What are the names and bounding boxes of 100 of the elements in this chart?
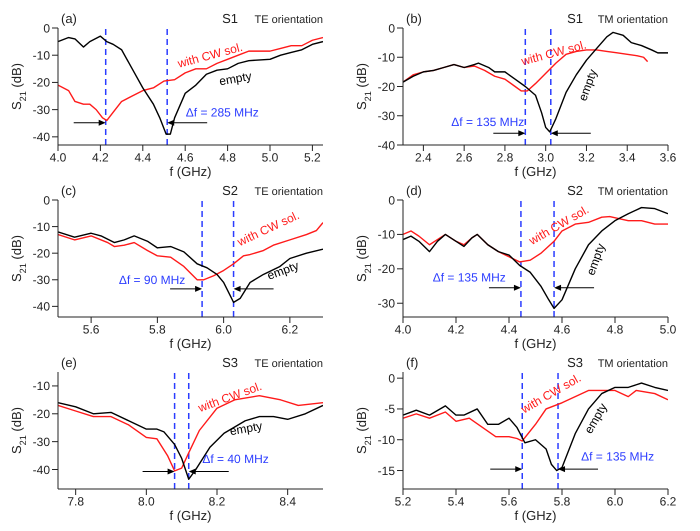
- x-tick-label: 2.8: [496, 150, 514, 165]
- y-tick-label: -15: [378, 464, 396, 478]
- y-tick-label: 0: [43, 193, 50, 208]
- x-tick-label: 7.8: [67, 494, 84, 509]
- x-tick-label: 4.8: [606, 322, 624, 337]
- text: TM orientation: [598, 14, 668, 26]
- x-tick-label: 8.4: [279, 494, 296, 509]
- x-axis-title: f (GHz): [514, 508, 556, 523]
- x-tick-label: 4.6: [554, 322, 571, 337]
- x-tick-label: 5.0: [660, 322, 677, 337]
- text: with CW sol.: [234, 208, 302, 250]
- x-tick-label: 8.2: [208, 494, 226, 509]
- y-tick-label: 0: [388, 371, 396, 386]
- text: (b): [406, 11, 422, 26]
- y-tick-label: -20: [32, 76, 50, 90]
- x-tick-label: 3.6: [660, 150, 677, 165]
- text: empty: [265, 258, 301, 283]
- y-tick-label: -10: [378, 432, 396, 447]
- x-tick-label: 3.0: [537, 150, 554, 165]
- x-tick-label: 4.0: [50, 150, 67, 165]
- x-tick-label: 4.6: [176, 150, 194, 165]
- x-tick-label: 2.6: [456, 150, 473, 165]
- x-tick-label: 4.8: [219, 150, 236, 165]
- y-tick-label: -10: [32, 48, 50, 62]
- x-tick-label: 2.4: [415, 150, 432, 165]
- annotation: Δf = 285 MHz: [186, 106, 259, 120]
- x-tick-label: 4.4: [134, 150, 152, 165]
- text: TE orientation: [254, 14, 323, 26]
- line-series: [403, 206, 668, 310]
- text: TE orientation: [254, 358, 323, 370]
- x-tick-label: 4.0: [394, 322, 412, 337]
- x-axis-title: f (GHz): [514, 336, 556, 351]
- text: (e): [61, 355, 77, 370]
- x-tick-label: 4.4: [500, 322, 518, 337]
- y-tick-label: -10: [378, 50, 396, 65]
- x-tick-label: 5.8: [149, 322, 166, 337]
- x-axis-title: f (GHz): [170, 336, 212, 351]
- text: TE orientation: [254, 186, 323, 198]
- y-tick-label: -10: [378, 228, 396, 242]
- annotation: Δf = 135 MHz: [581, 450, 654, 464]
- text: S3: [567, 355, 583, 370]
- text: S1: [222, 11, 238, 26]
- text: (a): [61, 11, 77, 26]
- x-axis-title: f (GHz): [170, 164, 212, 179]
- y-tick-label: 0: [43, 21, 50, 36]
- y-tick-label: -10: [32, 220, 50, 234]
- text: with CW sol.: [175, 40, 244, 71]
- text: S1: [567, 11, 583, 26]
- x-axis-title: f (GHz): [514, 164, 556, 179]
- x-tick-label: 3.2: [578, 150, 596, 165]
- annotation: Δf = 40 MHz: [202, 452, 269, 466]
- text: with CW sol.: [195, 378, 264, 416]
- x-tick-label: 5.4: [448, 494, 465, 509]
- text: with CW sol.: [518, 370, 584, 417]
- text: with CW sol.: [518, 38, 588, 69]
- x-tick-label: 5.8: [554, 494, 571, 509]
- annotation: Δf = 90 MHz: [118, 272, 186, 287]
- y-tick-label: -20: [378, 80, 396, 94]
- text: empty: [228, 418, 264, 438]
- x-tick-label: 6.0: [215, 322, 232, 337]
- text: TM orientation: [598, 358, 668, 370]
- y-tick-label: -20: [32, 407, 50, 422]
- y-tick-label: -40: [32, 300, 50, 314]
- y-tick-label: -10: [32, 379, 50, 394]
- text: (f): [406, 355, 418, 370]
- x-tick-label: 3.4: [618, 150, 636, 165]
- text: S2: [222, 183, 238, 198]
- x-tick-label: 5.6: [82, 322, 100, 337]
- y-tick-label: -20: [32, 246, 50, 260]
- x-tick-label: 6.2: [282, 322, 299, 337]
- text: empty: [576, 67, 600, 103]
- y-tick-label: -5: [384, 402, 396, 416]
- x-tick-label: 8.0: [138, 494, 155, 509]
- y-tick-label: 0: [388, 193, 396, 208]
- x-tick-label: 4.2: [448, 322, 465, 337]
- y-tick-label: -30: [32, 273, 50, 288]
- text: (d): [406, 183, 422, 198]
- x-axis-title: f (GHz): [170, 508, 212, 523]
- text: S2: [567, 183, 583, 198]
- annotation: Δf = 135 MHz: [432, 270, 506, 285]
- y-tick-label: -40: [378, 138, 396, 152]
- text: TM orientation: [598, 186, 668, 198]
- x-tick-label: 5.2: [304, 150, 322, 165]
- x-tick-label: 5.0: [262, 150, 279, 165]
- y-tick-label: 0: [388, 21, 396, 36]
- y-tick-label: -20: [378, 262, 396, 276]
- x-tick-label: 6.2: [660, 494, 677, 509]
- y-tick-label: -40: [32, 462, 50, 477]
- text: empty: [218, 68, 253, 88]
- text: S3: [222, 355, 238, 370]
- y-tick-label: -30: [378, 109, 396, 124]
- x-tick-label: 4.2: [92, 150, 110, 165]
- y-tick-label: -30: [32, 434, 50, 449]
- y-tick-label: -30: [32, 102, 50, 117]
- annotation: Δf = 135 MHz: [451, 114, 524, 129]
- x-tick-label: 5.2: [394, 494, 412, 509]
- x-tick-label: 5.6: [500, 494, 518, 509]
- text: (c): [61, 183, 76, 198]
- y-tick-label: -30: [378, 296, 396, 310]
- x-tick-label: 6.0: [606, 494, 624, 509]
